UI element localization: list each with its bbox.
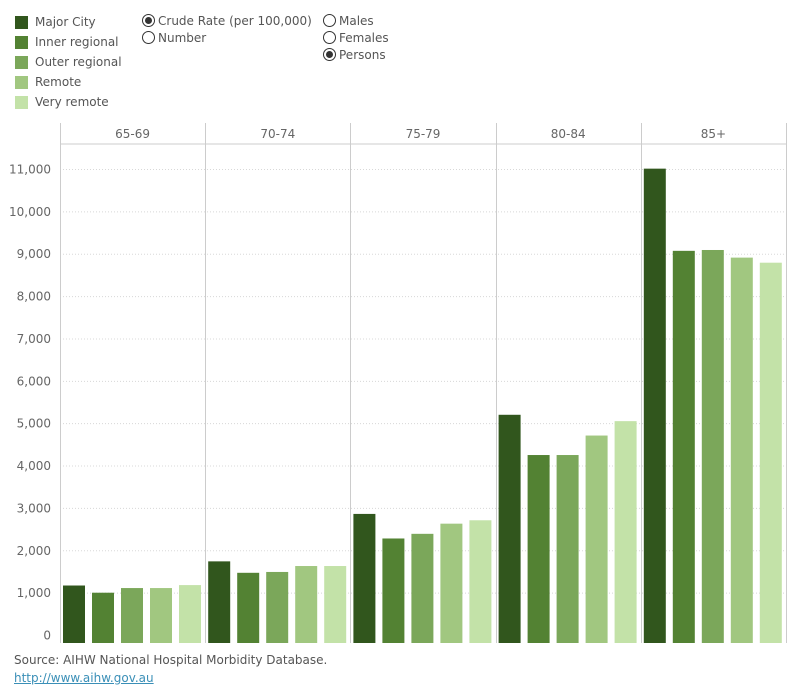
category-label: 65-69 [115,127,150,141]
legend-swatch [15,95,28,109]
category-label: 70-74 [260,127,295,141]
bar [353,513,376,643]
bar [121,588,143,643]
bar [469,520,492,643]
legend-label: Inner regional [35,35,119,49]
source-link[interactable]: http://www.aihw.gov.au [14,671,154,685]
bar [92,592,114,643]
y-tick-label: 10,000 [9,205,51,219]
category-label: 75-79 [406,127,441,141]
bar [556,455,579,643]
legend-label: Very remote [35,95,109,109]
bar [614,421,637,643]
legend-item-very-remote[interactable]: Very remote [15,92,122,112]
y-tick-label: 5,000 [17,417,51,431]
bar [179,585,201,643]
sex-radio-group: Males Females Persons [323,12,389,63]
bar [759,262,782,643]
radio-persons[interactable]: Persons [323,46,389,63]
source-note: Source: AIHW National Hospital Morbidity… [14,653,328,667]
bar [237,572,260,643]
radio-button-icon [323,14,336,27]
legend-swatch [15,75,28,89]
bar [150,588,172,643]
y-tick-label: 7,000 [17,332,51,346]
radio-label: Persons [339,47,386,62]
y-tick-label: 8,000 [17,290,51,304]
legend-label: Major City [35,15,96,29]
legend-label: Outer regional [35,55,122,69]
bar [440,523,463,643]
bar-chart: 0 1,000 2,000 3,000 4,000 5,000 6,000 7,000 8,00… [9,123,787,644]
y-tick-label: 1,000 [17,586,51,600]
y-tick-label: 3,000 [17,501,51,515]
bar [411,533,434,643]
bar [527,455,550,643]
radio-females[interactable]: Females [323,29,389,46]
radio-number[interactable]: Number [142,29,312,46]
measure-radio-group: Crude Rate (per 100,000) Number [142,12,312,46]
bar [208,561,231,643]
y-tick-label: 0 [43,629,51,643]
radio-button-icon [323,31,336,44]
radio-button-icon [142,14,155,27]
radio-label: Number [158,30,207,45]
legend-label: Remote [35,75,82,89]
radio-label: Crude Rate (per 100,000) [158,13,312,28]
radio-button-icon [142,31,155,44]
y-tick-label: 2,000 [17,544,51,558]
legend-item-inner-regional[interactable]: Inner regional [15,32,122,52]
radio-crude-rate[interactable]: Crude Rate (per 100,000) [142,12,312,29]
bar [382,538,405,643]
bar [498,414,521,643]
bar [324,566,347,643]
bar [672,250,695,643]
bar [63,585,85,643]
radio-button-icon [323,48,336,61]
radio-label: Females [339,30,389,45]
bar [643,168,666,644]
category-label: 80-84 [551,127,586,141]
bar [585,435,608,643]
radio-males[interactable]: Males [323,12,389,29]
bar [730,257,753,643]
y-tick-label: 9,000 [17,247,51,261]
y-tick-label: 6,000 [17,374,51,388]
color-legend: Major City Inner regional Outer regional… [15,12,122,112]
bar [266,571,289,643]
category-label: 85+ [701,127,726,141]
legend-swatch [15,15,28,29]
y-tick-label: 4,000 [17,459,51,473]
y-tick-label: 11,000 [9,163,51,177]
bar [701,249,724,643]
bar [295,566,318,643]
legend-swatch [15,35,28,49]
legend-item-remote[interactable]: Remote [15,72,122,92]
legend-item-outer-regional[interactable]: Outer regional [15,52,122,72]
legend-item-major-city[interactable]: Major City [15,12,122,32]
legend-swatch [15,55,28,69]
radio-label: Males [339,13,374,28]
